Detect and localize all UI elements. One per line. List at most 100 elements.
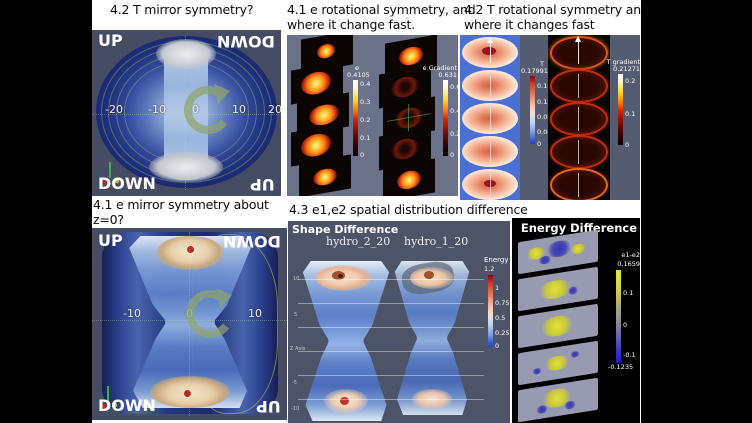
cb-tick: 0.3 — [360, 98, 371, 106]
blob — [538, 277, 572, 302]
cb-tick: 0.04 — [537, 128, 552, 136]
cb-tick: 0.16 — [537, 82, 552, 90]
cb-tick: 0.1 — [623, 289, 634, 297]
arrow-up-icon — [487, 37, 493, 43]
x-tick: 10 — [232, 103, 246, 116]
t-gradient-ring — [550, 168, 608, 200]
axes-triad-icon — [101, 386, 118, 409]
gridline — [298, 375, 484, 376]
gridline — [298, 351, 484, 352]
cb-tick: 0 — [495, 342, 500, 350]
rotation-arrow-icon — [184, 84, 230, 134]
title-e-mirror-line1: 4.1 e mirror symmetry about — [93, 197, 269, 212]
colorbar-egrad-max: 0.631 — [438, 71, 457, 79]
cb-tick: 0.12 — [537, 98, 552, 106]
dark-spot — [338, 274, 343, 278]
hot-spot — [184, 390, 191, 397]
e-rotational-viz: e 0.4105 0.4 0.3 0.2 0.1 0 e Gradient 0.… — [287, 35, 458, 196]
diff-slice — [518, 377, 598, 423]
blob — [568, 285, 578, 296]
cb-tick: 0.75 — [495, 299, 510, 307]
colorbar-egrad-label: e Gradient — [422, 64, 457, 72]
t-rotational-viz: T 0.179913 0.16 0.12 0.08 0.04 0 T gradi… — [460, 35, 640, 200]
cb-tick: 0.08 — [537, 113, 552, 121]
title-e-rotational: 4.1 e rotational symmetry, and where it … — [287, 2, 476, 33]
t-gradient-ring — [550, 135, 608, 169]
cb-tick: 0 — [625, 141, 630, 149]
top-cap-blob — [156, 39, 216, 69]
model-label-right: hydro_1_20 — [404, 235, 469, 248]
t-hot-core — [482, 47, 496, 55]
top-energy-blob — [316, 265, 372, 291]
colorbar-egrad-bar — [443, 80, 448, 156]
title-t-mirror: 4.2 T mirror symmetry? — [110, 2, 254, 17]
title-e-mirror: 4.1 e mirror symmetry about z=0? — [93, 197, 269, 228]
blob — [570, 242, 586, 256]
shape-difference-header: Shape Difference — [292, 223, 399, 236]
hot-spot — [424, 271, 434, 279]
label-up-topleft: UP — [98, 31, 123, 50]
energy-difference-header: Energy Difference — [520, 221, 637, 235]
gridline — [298, 327, 484, 328]
axes-triad-icon — [103, 162, 120, 185]
colorbar-egrad: e Gradient 0.631 0.6 0.4 0.2 0 — [423, 65, 458, 190]
blob — [570, 350, 580, 359]
symmetry-axis-line — [490, 75, 491, 97]
x-tick: 0 — [192, 103, 199, 116]
colorbar-e-max: 0.4105 — [347, 71, 370, 79]
cb-tick: 0.25 — [495, 329, 510, 337]
x-tick: 20 — [268, 103, 281, 116]
colorbar-t-max: 0.179913 — [520, 67, 552, 75]
title-t-rotational-line2: where it changes fast — [464, 17, 595, 33]
top-tan-blob — [156, 236, 224, 270]
title-e-rotational-line2: where it change fast. — [287, 17, 415, 33]
colorbar-tgrad-label: T gradient — [606, 58, 640, 66]
blob — [391, 74, 419, 100]
gridline — [298, 279, 484, 280]
cb-tick: -0.1 — [623, 351, 636, 359]
t-gradient-ring — [550, 69, 608, 103]
colorbar-tgrad-max: 0.21271 — [613, 65, 640, 73]
energy-difference-panel: Energy Difference e1-e2 0.1659 — [512, 218, 640, 423]
cb-tick: 0.5 — [495, 314, 506, 322]
colorbar-energy-label: Energy — [484, 256, 509, 264]
cb-tick: 0.1 — [625, 110, 636, 118]
x-tick: -10 — [148, 103, 166, 116]
blob — [313, 166, 337, 188]
arrow-up-icon — [575, 36, 581, 42]
blob — [397, 168, 421, 192]
cb-tick: 1 — [495, 284, 500, 292]
colorbar-e1e2-label: e1-e2 — [621, 251, 640, 259]
colorbar-e1e2: e1-e2 0.1659 0.1 0 -0.1 -0.1235 — [608, 251, 640, 382]
symmetry-axis-line — [578, 173, 579, 197]
cb-tick: 0 — [450, 151, 455, 159]
blob — [538, 254, 552, 266]
label-down-bottomleft: DOWN — [98, 174, 156, 193]
symmetry-axis-line — [578, 107, 579, 131]
cb-tick: 0.4 — [450, 107, 458, 115]
z-tick: -10 — [291, 406, 300, 412]
z-tick: -5 — [292, 380, 297, 386]
colorbar-t-bar — [530, 76, 535, 144]
blob — [317, 42, 335, 60]
title-e-rotational-line1: 4.1 e rotational symmetry, and — [287, 2, 476, 17]
blob — [540, 313, 574, 339]
colorbar-e1e2-bar — [616, 270, 621, 363]
bottom-cap-blob — [149, 152, 223, 182]
label-down-topright: DOWN — [217, 32, 275, 51]
z-axis-label: Z Axis — [290, 346, 306, 352]
blob — [399, 44, 423, 68]
cb-tick: 0.4 — [360, 80, 371, 88]
title-e-mirror-line2: z=0? — [93, 212, 124, 228]
title-t-rotational: 4.2 T rotational symmetry and where it c… — [464, 2, 649, 33]
cb-tick: 0.2 — [625, 77, 636, 85]
cb-tick: 0 — [537, 140, 542, 148]
label-down-bottomleft: DOWN — [98, 396, 156, 415]
blob — [309, 102, 339, 128]
z-tick: 10 — [293, 276, 300, 282]
colorbar-t-label: T — [540, 60, 544, 68]
symmetry-axis-line — [578, 74, 579, 98]
bottom-energy-blob — [412, 389, 452, 409]
x-tick: -10 — [123, 307, 141, 320]
blob — [301, 69, 331, 97]
